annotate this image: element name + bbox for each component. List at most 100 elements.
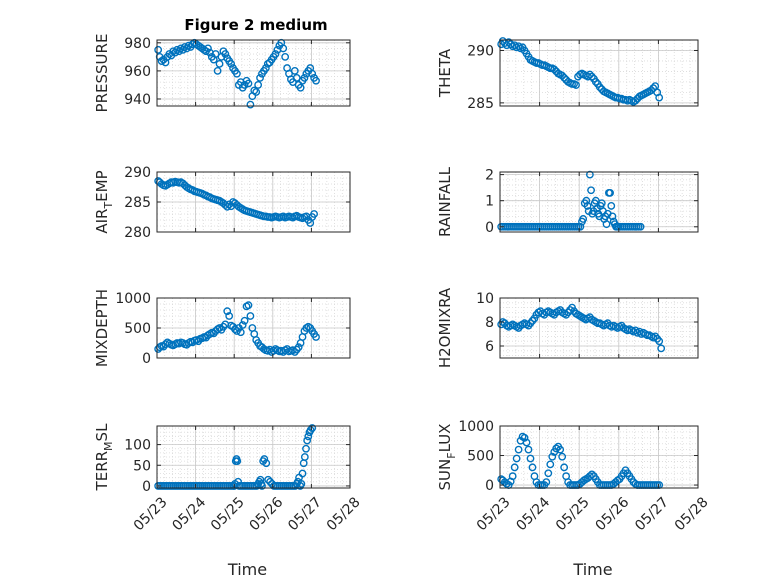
terr_msl-xtick-label: 05/26 — [247, 494, 287, 534]
pressure-point — [271, 50, 280, 58]
pressure-ytick-label: 940 — [124, 92, 151, 108]
rainfall-point — [597, 199, 606, 208]
mixdepth-ytick-label: 500 — [124, 321, 151, 337]
sun_flux-xlabel: Time — [572, 560, 612, 579]
pressure-point — [154, 45, 163, 54]
pressure-axes-box — [156, 39, 351, 107]
sun_flux-point — [508, 472, 517, 481]
sun_flux-point — [585, 472, 594, 481]
pressure-point — [157, 57, 166, 65]
terr_msl-point — [303, 436, 312, 445]
pressure-point — [250, 86, 259, 95]
air_temp-series — [154, 177, 319, 227]
rainfall-axes-box — [499, 171, 699, 233]
sun_flux-point — [552, 444, 561, 453]
theta-series — [497, 37, 664, 106]
theta-point — [558, 71, 567, 80]
theta-point — [585, 70, 594, 79]
terr_msl-point — [262, 459, 271, 468]
rainfall-point — [582, 196, 591, 205]
rainfall-point — [607, 202, 616, 210]
pressure-point — [300, 74, 309, 82]
pressure-point — [244, 79, 253, 88]
rainfall-grid — [499, 172, 699, 233]
mixdepth-point — [238, 321, 247, 329]
terr_msl-series — [154, 424, 317, 490]
pressure-point — [252, 88, 261, 96]
h2omixra-ytick-label: 8 — [485, 315, 494, 331]
pressure-point — [215, 59, 224, 68]
rainfall-point — [576, 222, 585, 231]
theta-point — [560, 73, 569, 82]
mixdepth-ytick-label: 1000 — [115, 291, 151, 307]
pressure-point — [290, 66, 299, 75]
theta-point — [506, 40, 515, 49]
rainfall-point — [585, 170, 594, 179]
mixdepth-point — [225, 312, 234, 320]
sun_flux-point — [542, 478, 551, 486]
sun_flux-point — [512, 454, 521, 463]
sun_flux-axes-box — [499, 425, 699, 489]
sun_flux-point — [556, 445, 565, 454]
rainfall-point — [579, 215, 588, 223]
sun_flux-point — [560, 463, 569, 472]
theta-point — [550, 65, 559, 74]
pressure-point — [312, 76, 320, 85]
sun_flux-point — [558, 452, 567, 461]
pressure-point — [281, 52, 290, 61]
theta-axes-box — [499, 39, 699, 107]
h2omixra-ytick-label: 10 — [476, 291, 494, 307]
terr_msl-point — [302, 444, 310, 453]
sun_flux-xtick-label: 05/23 — [474, 494, 514, 534]
pressure-ytick-label: 980 — [124, 36, 151, 52]
terr_msl-xtick-label: 05/28 — [324, 494, 364, 534]
rainfall-point — [602, 220, 611, 229]
terr_msl-point — [264, 475, 273, 484]
theta-point — [595, 83, 604, 92]
mixdepth-point — [231, 325, 239, 334]
sun_flux-point — [544, 469, 553, 478]
pressure-point — [221, 50, 230, 58]
pressure-point — [256, 74, 264, 82]
pressure-ylabel: PRESSURE — [93, 34, 111, 113]
h2omixra-series — [497, 303, 666, 353]
theta-panel: 285 290 THETA — [436, 37, 699, 112]
sun_flux-xtick-label: 05/24 — [513, 494, 553, 534]
sun_flux-point — [522, 438, 531, 447]
mixdepth-ylabel: MIXDEPTH — [93, 289, 111, 367]
theta-point — [587, 72, 596, 81]
sun_flux-point — [520, 433, 529, 442]
h2omixra-axes-box — [499, 297, 699, 359]
terr_msl-ytick-label: 0 — [142, 479, 151, 495]
mixdepth-series — [154, 301, 320, 356]
pressure-point — [233, 69, 241, 78]
mixdepth-ytick-label: 0 — [142, 351, 151, 367]
rainfall-point — [606, 188, 614, 197]
air_temp-ylabel: AIRTEMP — [93, 170, 115, 233]
terr_msl-xtick-label: 05/25 — [208, 494, 248, 534]
terr_msl-point — [233, 457, 242, 466]
h2omixra-point — [655, 337, 664, 346]
air_temp-ytick-label: 290 — [124, 165, 151, 181]
terr_msl-ytick-label: 50 — [133, 458, 151, 474]
terr_msl-point — [266, 477, 274, 486]
sun_flux-ytick-label: 0 — [485, 478, 494, 494]
rainfall-point — [636, 222, 645, 231]
pressure-point — [296, 83, 305, 92]
theta-point — [510, 41, 519, 50]
mixdepth-point — [223, 307, 232, 316]
theta-point — [649, 84, 658, 93]
pressure-point — [246, 100, 255, 109]
terr_msl-axes-box — [156, 425, 351, 489]
sun_flux-ytick-label: 500 — [467, 449, 494, 465]
rainfall-series — [497, 170, 645, 231]
pressure-point — [261, 64, 270, 72]
pressure-point — [254, 81, 263, 89]
rainfall-point — [587, 186, 595, 195]
air_temp-ytick-label: 285 — [124, 195, 151, 211]
rainfall-ylabel: RAINFALL — [436, 166, 454, 237]
rainfall-ytick-label: 2 — [485, 168, 494, 184]
